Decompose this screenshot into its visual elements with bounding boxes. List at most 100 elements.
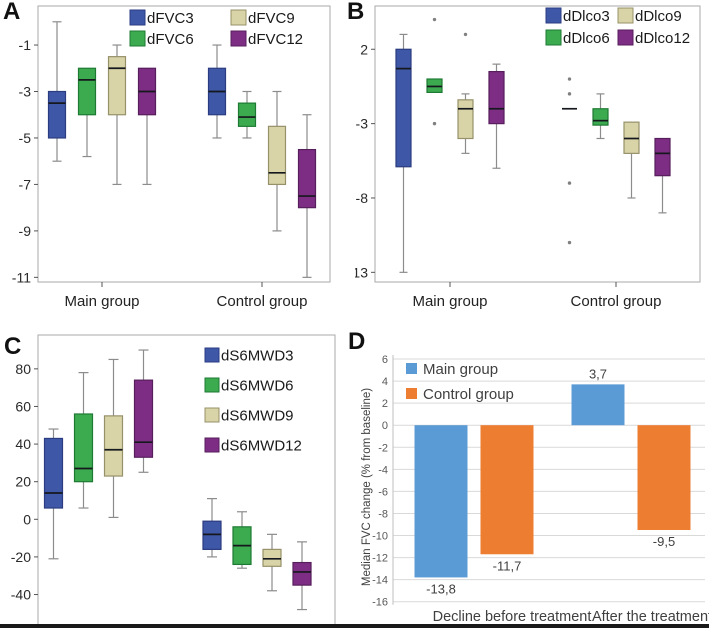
y-tick-label: -1	[19, 37, 32, 53]
outlier-point	[463, 32, 468, 37]
y-tick-label: -8	[378, 508, 388, 520]
bar-value-label: 3,7	[589, 366, 607, 381]
bar-control-group-after-the-treatment: -9,5	[637, 425, 691, 549]
outlier-point	[567, 240, 572, 245]
y-tick-label: -2	[378, 442, 388, 454]
y-tick-label: 60	[15, 398, 31, 414]
panel-d-y-axis-label: Median FVC change (% from baseline)	[361, 387, 373, 587]
legend-swatch-icon	[230, 30, 247, 47]
y-tick-label: -4	[378, 464, 388, 476]
legend-item-ddlco3: dDlco3	[545, 7, 610, 25]
boxplot-dfvc6-main-group	[77, 67, 97, 158]
y-tick-label: 2	[360, 41, 368, 57]
legend-label: dS6MWD9	[221, 408, 294, 425]
boxplot-ds6mwd9-control-group	[262, 533, 282, 592]
boxplot-ds6mwd3-control-group	[202, 498, 222, 558]
y-tick-label: 0	[382, 420, 388, 432]
legend-label: dFVC12	[248, 31, 303, 48]
legend-item-ddlco9: dDlco9	[617, 7, 682, 25]
panel-a-letter: A	[3, 0, 21, 25]
box	[395, 48, 412, 168]
box	[73, 413, 94, 483]
legend-swatch-icon	[204, 437, 220, 453]
box	[488, 70, 505, 125]
boxplot-ddlco12-control-group	[654, 137, 671, 214]
category-label-decline-before-treatment: Decline before treatment	[433, 609, 592, 625]
panel-d-bar-chart: 6 4 2 0 -2 -4 -6 -8 -10 -12 -14 -16 -13,8 3,7 -11,7 -9,…	[372, 354, 709, 625]
y-tick-label: -6	[378, 486, 388, 498]
legend-label: dFVC3	[147, 10, 194, 27]
legend-item-ddlco6: dDlco6	[545, 29, 610, 47]
panel-b-letter: B	[347, 0, 365, 25]
y-tick-label: 40	[15, 436, 31, 452]
legend-swatch-icon	[204, 377, 220, 393]
box	[202, 520, 222, 550]
legend-swatch-icon	[406, 388, 417, 399]
y-tick-label: -3	[19, 83, 32, 99]
boxplot-ds6mwd3-main-group	[43, 428, 64, 560]
legend-swatch-icon	[617, 29, 634, 46]
category-label-after-the-treatment: After the treatment	[592, 609, 709, 625]
legend-item-ds6mwd9: dS6MWD9	[204, 407, 294, 425]
boxplot-ddlco9-control-group	[623, 121, 640, 199]
legend-label: dDlco6	[563, 30, 610, 47]
box	[262, 548, 282, 567]
y-tick-label: -40	[11, 587, 31, 603]
box	[267, 125, 287, 186]
legend-item-dfvc12: dFVC12	[230, 30, 303, 48]
legend-label: dDlco3	[563, 8, 610, 25]
legend-item-ddlco12: dDlco12	[617, 29, 690, 47]
y-tick-label: 20	[15, 474, 31, 490]
boxplot-dfvc9-control-group	[267, 90, 287, 232]
boxplot-ddlco6-main-group	[426, 17, 443, 126]
y-tick-label: -12	[372, 553, 388, 565]
legend-label: dFVC9	[248, 10, 295, 27]
box	[654, 137, 671, 177]
box	[133, 379, 154, 458]
boxplot-ds6mwd12-main-group	[133, 349, 154, 473]
box	[457, 99, 474, 140]
group-label-main-group: Main group	[64, 293, 139, 310]
outlier-point	[567, 92, 572, 96]
legend-item-main-group: Main group	[406, 361, 498, 378]
boxplot-ds6mwd6-main-group	[73, 372, 94, 509]
y-tick-label: 2	[382, 398, 388, 410]
y-tick-label: -16	[372, 597, 388, 609]
box	[237, 102, 257, 127]
legend-label: dDlco9	[635, 8, 682, 25]
y-tick-label: -7	[19, 176, 32, 192]
box	[77, 67, 97, 116]
legend-item-ds6mwd12: dS6MWD12	[204, 437, 302, 455]
y-tick-label: -9	[19, 223, 32, 239]
y-tick-label: -10	[372, 531, 388, 543]
box	[103, 415, 124, 477]
panel-c-boxplot-chart: 80 60 40 20 0 -20 -40 dS6MWD3 dS6MWD6 dS6MWD9 dS6M…	[11, 334, 336, 628]
panel-b-boxplot-chart: 2 -3 -8 -13 Main group Control group dDlco3 dDl…	[355, 5, 701, 310]
bar-control-group-decline-before-treatment: -11,7	[480, 425, 534, 573]
bar	[637, 425, 691, 530]
boxplot-dfvc9-main-group	[107, 44, 127, 186]
box	[592, 108, 609, 126]
y-tick-label: 80	[15, 361, 31, 377]
bar	[414, 425, 468, 578]
legend-label: Control group	[423, 386, 514, 403]
legend-swatch-icon	[230, 9, 247, 26]
y-tick-label: 4	[382, 376, 388, 388]
box	[292, 561, 312, 586]
y-tick-label: 6	[382, 354, 388, 366]
boxplot-dfvc12-main-group	[137, 67, 157, 186]
y-tick-label: -11	[12, 269, 31, 285]
panel-a-boxplot-chart: -1 -3 -5 -7 -9 -11 Main group Control group dFVC…	[12, 5, 331, 310]
bar-main-group-after-the-treatment: 3,7	[571, 366, 625, 426]
y-tick-label: -3	[356, 116, 369, 132]
outlier-point	[567, 181, 572, 185]
boxplot-ddlco3-main-group	[395, 33, 412, 273]
legend-label: Main group	[423, 361, 498, 378]
group-label-main-group: Main group	[412, 293, 487, 310]
y-tick-label: 0	[23, 511, 31, 527]
bar	[571, 384, 625, 426]
box	[47, 90, 67, 139]
outlier-point	[567, 77, 572, 81]
y-tick-label: -8	[356, 190, 369, 206]
bar	[480, 425, 534, 555]
